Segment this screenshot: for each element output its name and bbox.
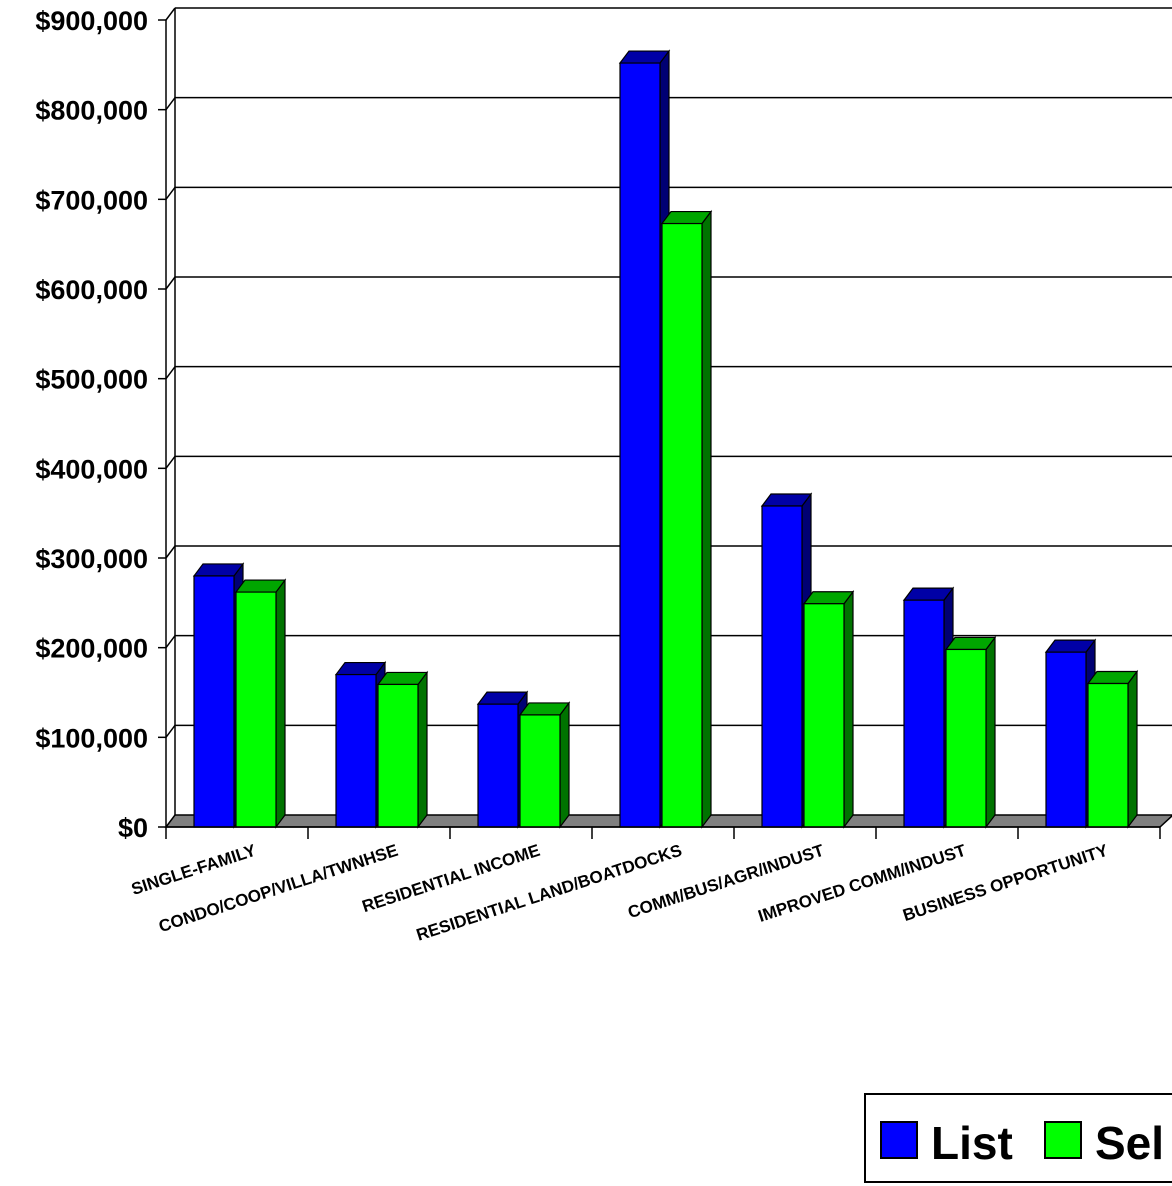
bar-sel-3 (518, 701, 571, 829)
gridline-side (165, 635, 176, 649)
bar-sel-2 (376, 670, 429, 829)
y-tick-label: $0 (118, 813, 148, 843)
y-tick-label: $500,000 (35, 365, 148, 395)
bar-top (1044, 639, 1097, 653)
bar-sel-1 (234, 578, 287, 829)
bar-side (1127, 669, 1138, 829)
bar-front (519, 714, 561, 828)
bar-front (903, 599, 945, 828)
legend-swatch-sel (1044, 1121, 1082, 1159)
bar-front (1087, 682, 1129, 828)
gridline-side (165, 455, 176, 469)
bar-front (803, 603, 845, 828)
y-tick-label: $100,000 (35, 723, 148, 753)
bar-top (618, 50, 671, 64)
y-tick-label: $300,000 (35, 544, 148, 574)
bar-sel-7 (1086, 669, 1139, 829)
bar-top (660, 210, 713, 225)
bar-top (192, 563, 245, 577)
x-category-label: RESIDENTIAL LAND/BOATDOCKS (414, 841, 684, 945)
gridline-side (165, 545, 176, 559)
bars-layer (192, 49, 1139, 829)
gridline-side (165, 7, 176, 21)
bar-front (235, 591, 277, 828)
x-category-label: CONDO/COOP/VILLA/TWNHSE (156, 841, 400, 936)
bar-front (193, 575, 235, 828)
bar-top (376, 671, 429, 686)
bar-side (559, 701, 570, 829)
legend-label-sel: Sel (1095, 1117, 1164, 1169)
y-tick-label: $800,000 (35, 96, 148, 126)
bar-top (476, 691, 529, 705)
bar-front (619, 62, 661, 828)
bar-front (477, 703, 519, 828)
y-tick-label: $700,000 (35, 185, 148, 215)
bar-side (701, 209, 712, 829)
bar-side (417, 670, 428, 829)
legend: List Sel (864, 1093, 1172, 1183)
legend-label-list: List (931, 1117, 1013, 1169)
bar-side (275, 578, 286, 829)
gridline-side (165, 97, 176, 111)
gridline-side (165, 186, 176, 200)
bar-front (1045, 651, 1087, 828)
bar-side (985, 635, 996, 829)
bar-top (1086, 670, 1139, 685)
y-tick-label: $200,000 (35, 634, 148, 664)
bar-top (760, 493, 813, 507)
y-tick-label: $900,000 (35, 6, 148, 36)
bar-side (843, 589, 854, 829)
bar-front (661, 222, 703, 828)
gridline-side (165, 366, 176, 380)
y-tick-label: $400,000 (35, 454, 148, 484)
bar-front (945, 648, 987, 828)
bar-top (902, 587, 955, 601)
bar-front (377, 683, 419, 828)
bar-top (802, 591, 855, 605)
bar-top (334, 661, 387, 676)
bar-sel-4 (660, 209, 713, 829)
bar-front (335, 673, 377, 828)
gridline-side (165, 276, 176, 290)
bar-top (944, 636, 997, 651)
bar-sel-5 (802, 589, 855, 829)
bar-top (518, 702, 571, 716)
y-tick-label: $600,000 (35, 275, 148, 305)
legend-swatch-list (880, 1121, 918, 1159)
gridline-side (165, 724, 176, 738)
bar-front (761, 505, 803, 828)
bar-top (234, 579, 287, 593)
bar-sel-6 (944, 635, 997, 829)
